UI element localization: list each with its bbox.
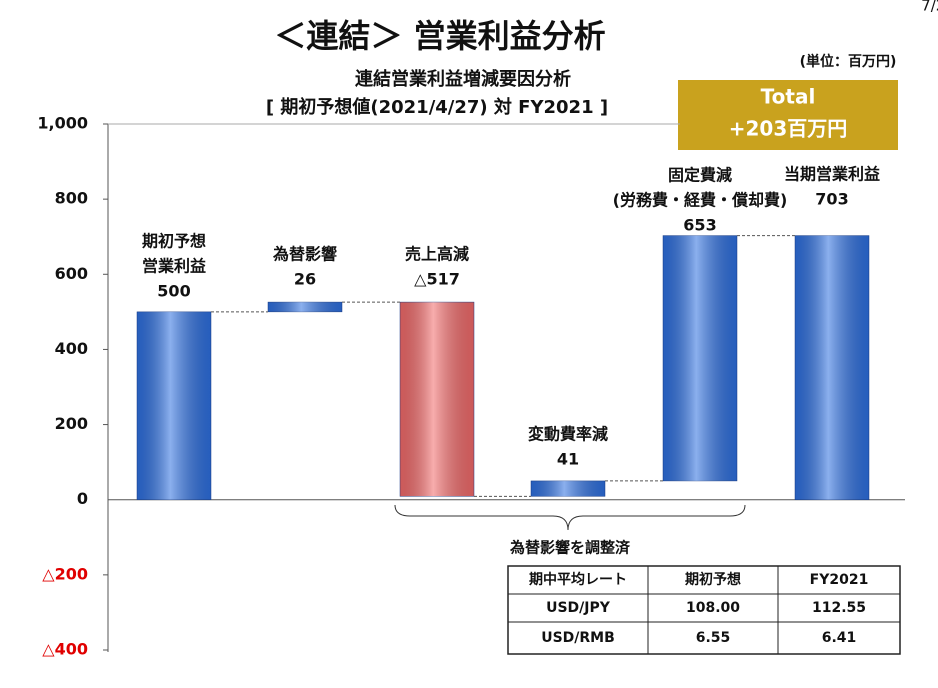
table-cell: 6.55: [696, 630, 731, 646]
y-tick-label: 600: [55, 264, 88, 283]
title: ＜連結＞ 営業利益分析: [274, 17, 605, 55]
table-border: [507, 565, 901, 655]
total-value: +203百万円: [729, 117, 848, 141]
unit: (単位：百万円): [800, 53, 897, 70]
bar-shine: [137, 311, 211, 500]
table-cell: USD/JPY: [546, 600, 611, 616]
y-tick-label: △400: [42, 640, 88, 659]
total-box: [678, 80, 898, 150]
table-cell: 6.41: [822, 630, 857, 646]
y-tick-label: 200: [55, 414, 88, 433]
table-cell: 期中平均レート: [529, 571, 627, 588]
value-label: △517: [414, 270, 460, 289]
rate-table: 期中平均レート 期初予想 FY2021 USD/JPY 108.00 112.55 USD/…: [507, 565, 901, 655]
category-label: 当期営業利益: [784, 165, 880, 184]
y-tick-label: 0: [77, 489, 88, 508]
category-label: 売上高減: [405, 245, 469, 264]
table-cell: 112.55: [812, 600, 866, 616]
value-label: 41: [557, 450, 579, 469]
subtitle: 連結営業利益増減要因分析: [355, 68, 571, 90]
bar-shine: [400, 302, 474, 497]
table-cell: FY2021: [810, 572, 869, 588]
category-label: (労務費・経費・償却費): [613, 191, 788, 210]
table-cell: 期初予想: [685, 571, 741, 588]
total-label: Total: [761, 85, 816, 109]
value-label: 703: [815, 190, 848, 209]
bar-shine: [795, 235, 869, 500]
category-label: 期初予想: [142, 232, 206, 251]
bracket: [394, 504, 746, 531]
bar-shine: [663, 235, 737, 481]
y-tick-label: 800: [55, 189, 88, 208]
value-label: 500: [157, 282, 190, 301]
bar-shine: [531, 480, 605, 497]
y-tick-label: 1,000: [37, 114, 88, 133]
category-label: 営業利益: [142, 257, 206, 276]
y-tick-label: △200: [42, 564, 88, 583]
value-label: 653: [683, 216, 716, 235]
table-cell: USD/RMB: [541, 630, 615, 646]
bar-shine: [268, 302, 342, 312]
category-label: 為替影響: [273, 245, 337, 264]
value-label: 26: [294, 270, 316, 289]
category-label: 固定費減: [668, 166, 732, 185]
bracket-label: 為替影響を調整済: [509, 539, 631, 557]
page-number: 7/27: [921, 0, 938, 15]
y-tick-label: 400: [55, 339, 88, 358]
table-cell: 108.00: [686, 600, 740, 616]
category-label: 変動費率減: [528, 425, 608, 444]
subtitle: [ 期初予想値(2021/4/27) 対 FY2021 ]: [266, 96, 608, 118]
